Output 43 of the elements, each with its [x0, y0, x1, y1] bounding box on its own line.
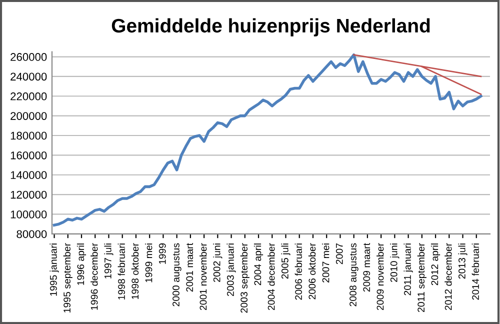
- x-tick-label: 1996 december: [90, 243, 98, 310]
- y-tick-label: 80000: [16, 230, 47, 238]
- x-tick-label: 1995 januari: [50, 244, 59, 296]
- y-tick-label: 100000: [10, 210, 47, 218]
- x-tick-label: 2009 maart: [363, 243, 370, 292]
- x-tick-label: 2008 augustus: [350, 243, 358, 306]
- x-tick-label: 1998 februari: [118, 244, 125, 300]
- x-tick-label: 2009 november: [376, 243, 384, 310]
- x-tick-label: 1998 oktober: [131, 243, 139, 299]
- y-tick-label: 220000: [10, 92, 47, 100]
- y-tick-label: 260000: [10, 53, 47, 61]
- x-tick-label: 1999: [158, 243, 166, 264]
- x-tick-label: 2013 juli: [458, 244, 468, 279]
- y-tick-label: 160000: [10, 151, 47, 160]
- x-tick-label: 2010 juni: [390, 244, 400, 282]
- x-tick-label: 2011 september: [417, 243, 426, 312]
- y-tick-label: 140000: [10, 171, 47, 180]
- x-tick-label: 2014 februari: [472, 244, 479, 300]
- x-tick-label: 2012 december: [444, 243, 452, 310]
- x-tick-label: 1997 juli: [104, 244, 114, 278]
- x-tick-label: 2001 november: [200, 243, 207, 310]
- y-tick-label: 240000: [10, 72, 47, 81]
- y-tick-label: 200000: [10, 112, 47, 120]
- x-tick-label: 2005 juli: [281, 244, 290, 279]
- x-tick-label: 2006 februari: [294, 244, 302, 300]
- x-tick-label: 2002 juni: [213, 244, 222, 282]
- x-tick-label: 2007: [336, 243, 343, 264]
- chart-title: Gemiddelde huizenprijs Nederland: [112, 18, 430, 36]
- x-tick-label: 2004 april: [254, 244, 264, 286]
- y-tick-label: 180000: [10, 132, 47, 140]
- x-tick-label: 2001 maart: [186, 243, 194, 292]
- x-tick-label: 2004 december: [268, 243, 275, 310]
- x-tick-label: 2000 augustus: [172, 243, 182, 306]
- y-tick-label: 120000: [10, 190, 47, 199]
- x-tick-label: 2011 januari: [404, 244, 413, 296]
- x-tick-label: 2007 mei: [322, 244, 330, 282]
- x-tick-label: 1999 mei: [145, 244, 152, 282]
- x-tick-label: 1995 september: [63, 243, 72, 312]
- x-tick-label: 2003 september: [240, 243, 250, 313]
- x-tick-label: 2012 april: [431, 244, 440, 286]
- x-tick-label: 2006 oktober: [308, 243, 316, 300]
- x-tick-label: 2003 januari: [226, 244, 236, 296]
- x-tick-label: 1996 april: [76, 244, 86, 285]
